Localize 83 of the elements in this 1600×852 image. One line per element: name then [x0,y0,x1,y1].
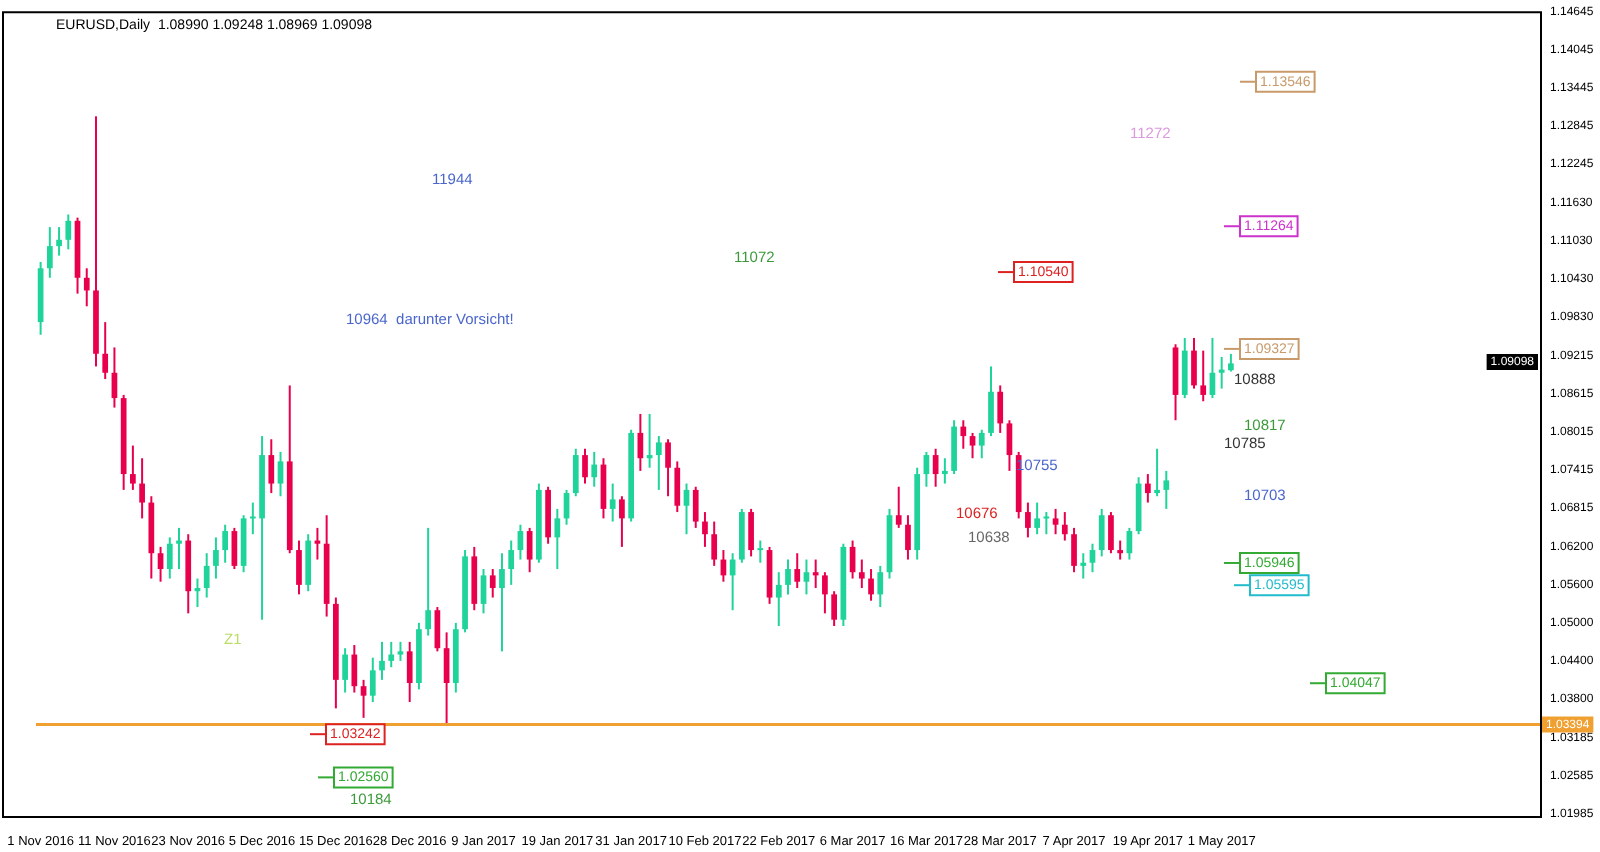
candlestick [351,644,358,694]
candlestick [812,558,819,590]
candlestick [508,539,515,586]
candlestick [130,444,136,491]
candlestick [785,558,791,596]
candlestick [471,545,478,612]
candlestick [775,571,782,628]
candlestick [1089,542,1096,574]
candlestick [942,457,948,485]
candlestick [369,656,376,704]
candlestick [489,568,496,599]
candlestick [1052,507,1059,536]
candlestick [46,226,53,279]
candlestick [1200,349,1207,403]
candlestick [1108,511,1114,555]
candlestick [1117,539,1124,561]
candlestick [674,460,681,514]
candlestick [831,590,837,628]
candlestick [499,552,505,653]
candlestick [655,435,662,491]
candlestick [619,495,625,548]
candlestick [572,447,579,498]
candlestick [139,457,145,520]
candlestick [895,485,902,529]
candlestick [277,450,284,498]
candlestick [877,564,884,609]
candlestick [960,419,967,450]
candlestick [969,431,976,460]
candlestick [1191,336,1197,390]
candlestick [702,511,708,548]
candlestick [342,647,348,694]
candlestick [102,321,109,381]
candlestick [305,533,312,593]
candlestick [591,450,598,488]
candlestick [222,523,229,564]
candlestick [83,267,90,308]
candlestick [1144,473,1151,504]
candlestick [526,526,533,574]
candlestick [711,520,718,567]
candlestick [582,447,588,485]
candlestick [166,536,173,580]
candlestick [794,552,801,590]
candlestick [739,507,745,564]
candlestick [978,428,985,460]
candlestick [360,678,367,719]
candlestick [1218,355,1225,390]
candlestick [997,384,1004,434]
candlestick [1098,507,1105,558]
candlestick [868,568,874,602]
candlestick [379,640,385,681]
candlestick [1043,511,1050,536]
candlestick [665,438,671,498]
candlestick [951,419,957,476]
candlestick [554,507,561,571]
candlestick [56,226,62,257]
candlestick [268,438,275,495]
candlestick [388,640,395,669]
candlestick [1080,552,1087,580]
candlestick [213,536,219,580]
candlestick [1181,336,1188,400]
candlestick [803,558,810,596]
candlestick [822,571,828,615]
candlestick [176,526,182,571]
candlestick [1154,447,1160,498]
candlestick [905,514,911,561]
candlestick [203,552,210,599]
candlestick [397,640,404,662]
candlestick [545,485,551,545]
candlestick [988,365,994,438]
candlestick [858,558,865,590]
candlestick [1071,526,1077,574]
candlestick [296,539,302,596]
candlestick [692,485,699,529]
candlestick [1034,501,1040,536]
candlestick [757,539,764,564]
candlestick [748,507,754,558]
candlestick [1025,501,1031,539]
candlestick [1163,469,1170,510]
candlestick [1061,511,1068,542]
candlestick [406,640,413,704]
candlestick [609,482,616,523]
candlestick [425,526,432,637]
candlestick [65,213,72,251]
